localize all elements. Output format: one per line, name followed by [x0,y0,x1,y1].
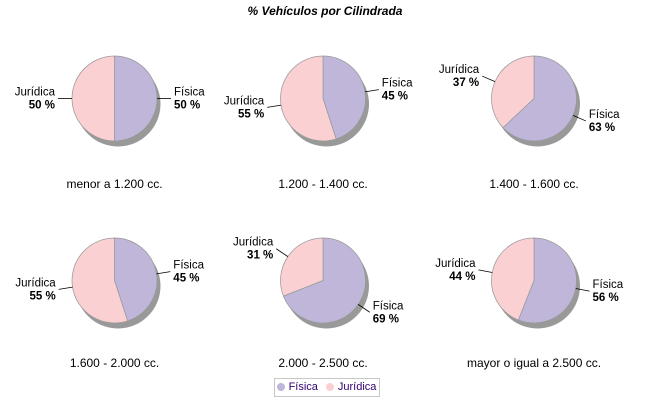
svg-text:Jurídica: Jurídica [233,237,274,249]
svg-text:45 %: 45 % [382,91,408,103]
svg-text:Jurídica: Jurídica [15,277,56,289]
svg-text:55 %: 55 % [238,108,264,120]
svg-text:Jurídica: Jurídica [439,64,480,76]
svg-text:Física: Física [593,279,624,291]
svg-text:Jurídica: Jurídica [15,87,56,99]
svg-text:37 %: 37 % [453,77,479,89]
svg-text:Física: Física [173,260,204,272]
svg-text:Física: Física [373,300,404,312]
svg-text:50 %: 50 % [174,100,200,112]
svg-text:63 %: 63 % [589,122,615,134]
svg-text:Jurídica: Jurídica [224,95,265,107]
svg-text:44 %: 44 % [449,271,475,283]
svg-text:55 %: 55 % [29,290,55,302]
svg-text:31 %: 31 % [247,250,273,262]
svg-text:50 %: 50 % [29,100,55,112]
svg-text:Física: Física [382,78,413,90]
svg-text:56 %: 56 % [593,292,619,304]
svg-text:45 %: 45 % [173,273,199,285]
svg-text:Física: Física [174,87,205,99]
svg-text:69 %: 69 % [373,313,399,325]
svg-text:Jurídica: Jurídica [435,258,476,270]
svg-text:Física: Física [589,109,620,121]
